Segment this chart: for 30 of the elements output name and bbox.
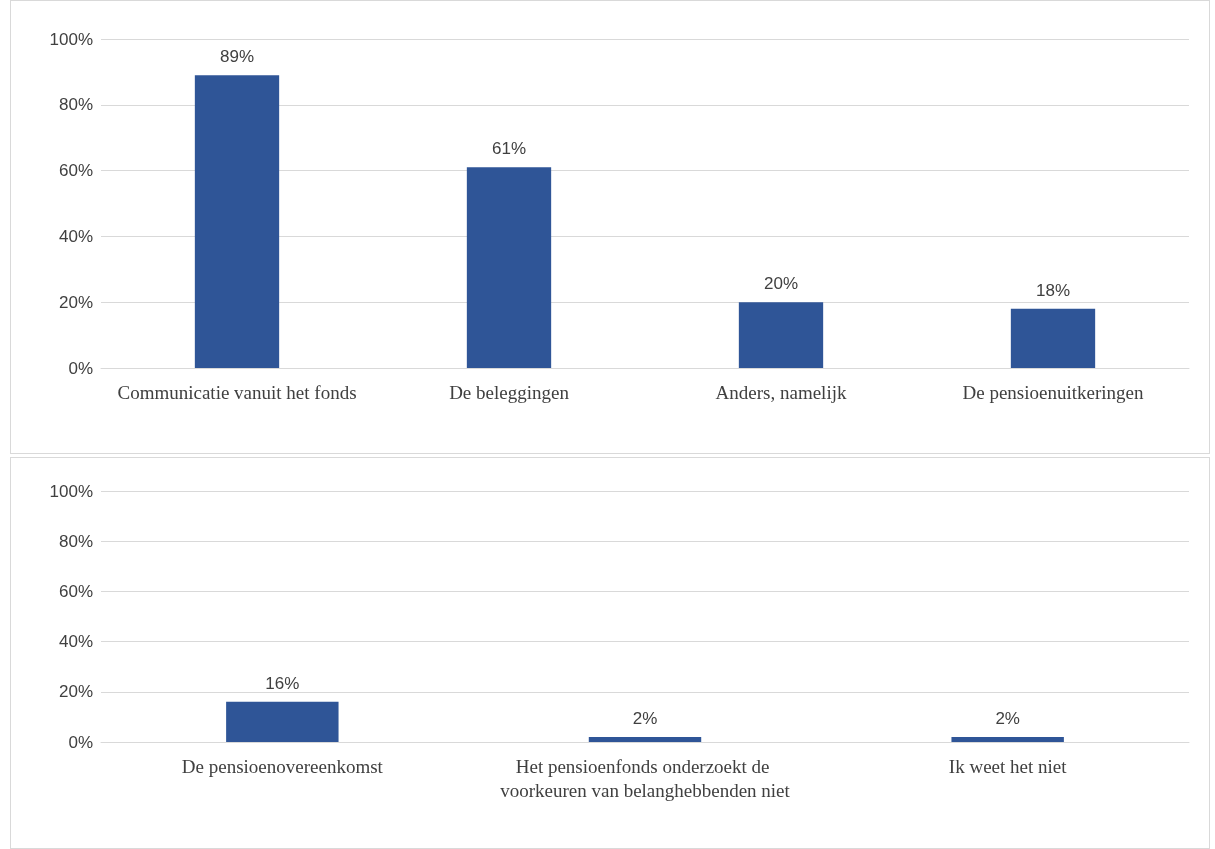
y-tick-label: 0% — [68, 358, 93, 378]
y-tick-label: 20% — [58, 682, 93, 702]
bar — [194, 75, 280, 368]
data-label: 16% — [265, 673, 300, 693]
y-tick-label: 60% — [58, 161, 93, 181]
y-tick-label: 100% — [49, 481, 93, 501]
y-tick-label: 20% — [58, 292, 93, 312]
x-tick-label: Anders, namelijk — [715, 381, 847, 403]
x-tick-label: De pensioenovereenkomst — [181, 755, 384, 777]
x-tick-label: Het pensioenfonds onderzoekt de voorkeuren van belanghebbenden niet — [500, 755, 791, 801]
data-label: 89% — [219, 47, 255, 67]
data-label: 61% — [491, 139, 527, 159]
data-label: 18% — [1035, 280, 1071, 300]
y-tick-label: 80% — [58, 95, 93, 115]
data-label: 2% — [995, 708, 1020, 728]
bar — [1010, 308, 1096, 368]
y-tick-label: 80% — [58, 531, 93, 551]
y-tick-label: 0% — [68, 732, 93, 752]
data-label: 2% — [632, 708, 658, 728]
x-tick-label: Communicatie vanuit het fonds — [117, 381, 357, 403]
y-tick-label: 60% — [58, 581, 93, 601]
y-tick-label: 100% — [49, 29, 93, 49]
y-tick-label: 40% — [58, 632, 93, 652]
x-tick-label: De beleggingen — [449, 381, 570, 403]
y-tick-label: 40% — [58, 226, 93, 246]
data-label: 20% — [763, 274, 799, 294]
x-tick-label: De pensioenuitkeringen — [962, 381, 1144, 403]
x-tick-label: Ik weet het niet — [948, 755, 1068, 777]
bar — [466, 167, 552, 368]
bar — [738, 302, 824, 368]
